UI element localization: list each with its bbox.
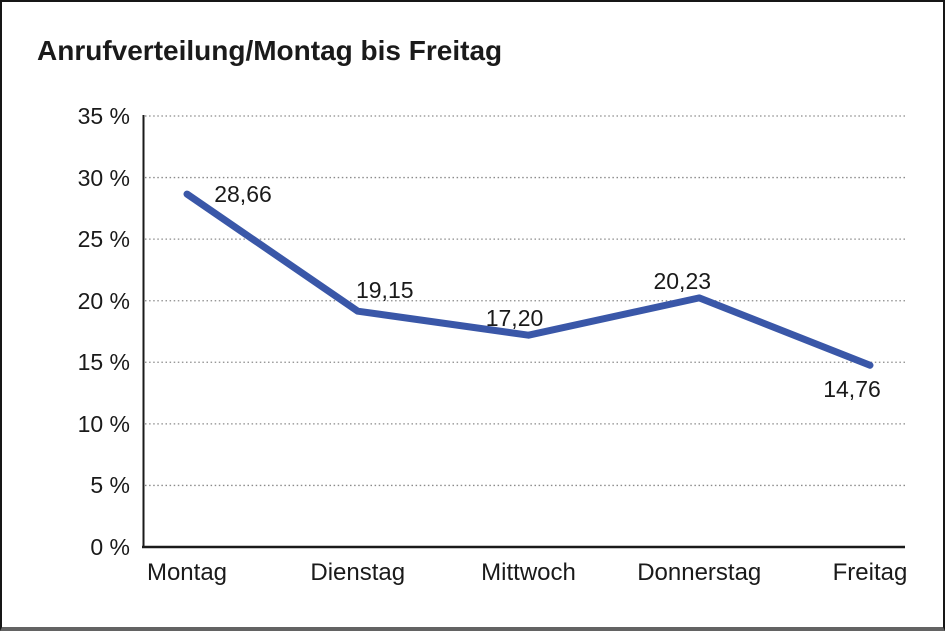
data-point-label: 28,66 — [214, 181, 272, 208]
data-point-label: 20,23 — [653, 267, 712, 294]
y-axis-tick-label: 10 % — [77, 410, 130, 437]
y-axis-tick-label: 20 % — [77, 287, 130, 314]
x-axis-category-label: Donnerstag — [637, 559, 762, 586]
data-series-line — [183, 190, 874, 369]
data-point-label: 19,15 — [355, 277, 414, 304]
x-axis-category-label: Mittwoch — [481, 559, 576, 586]
y-axis-tick-label: 25 % — [77, 226, 130, 253]
data-point-label: 14,76 — [823, 376, 881, 403]
y-axis-tick-label: 15 % — [77, 349, 130, 376]
y-axis-tick-label: 0 % — [90, 534, 130, 560]
y-axis-tick-label: 30 % — [77, 164, 130, 191]
data-point-label: 17,20 — [485, 305, 544, 332]
x-axis-category-label: Dienstag — [310, 559, 406, 586]
y-axis-tick-label: 5 % — [90, 472, 130, 499]
y-axis-tick-label: 35 % — [77, 103, 130, 129]
chart-title: Anrufverteilung/Montag bis Freitag — [37, 35, 503, 66]
x-axis-category-label: Freitag — [832, 559, 908, 586]
x-axis-category-label: Montag — [146, 559, 228, 586]
